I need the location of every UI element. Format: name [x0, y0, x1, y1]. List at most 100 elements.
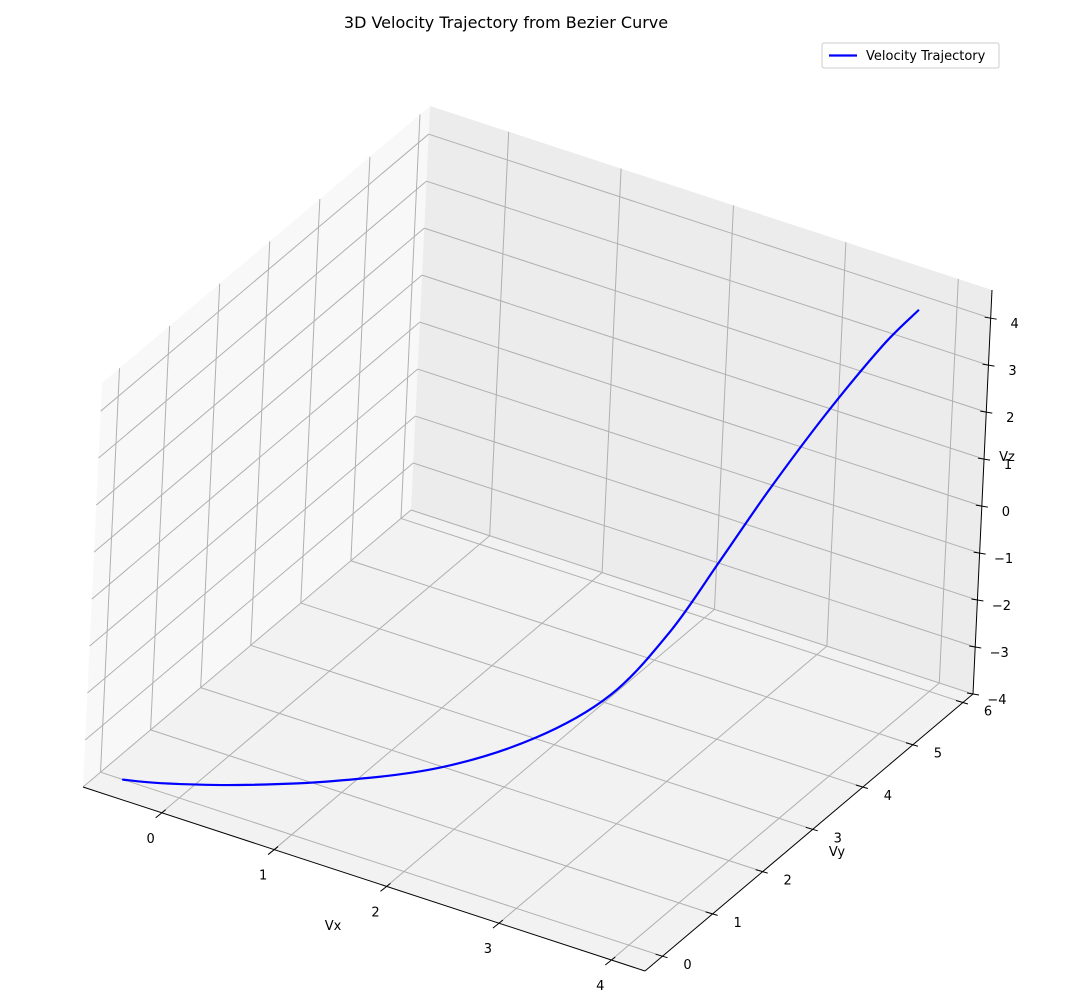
grid-line-z-back	[424, 227, 987, 413]
z-axis-label: Vz	[999, 450, 1015, 465]
z-tick-mark	[966, 692, 980, 696]
grid-line-y-left	[350, 156, 371, 561]
y-tick-label: 0	[683, 958, 691, 973]
grid-line-x-floor	[386, 608, 715, 887]
y-tick-mark	[705, 911, 718, 916]
y-tick-mark	[855, 784, 868, 790]
grid-line-y-left	[250, 241, 271, 646]
x-tick-mark	[604, 956, 616, 966]
y-tick-label: 3	[834, 831, 842, 846]
back-wall-pane	[411, 106, 992, 694]
grid-line-z-back	[413, 462, 976, 648]
grid-line-z-left	[89, 368, 418, 647]
y-tick-label: 6	[984, 704, 992, 719]
y-tick-label: 5	[934, 747, 942, 762]
grid-line-z-back	[421, 274, 985, 460]
grid-line-z-left	[82, 509, 412, 788]
grid-lines	[82, 114, 991, 961]
grid-line-x-floor	[610, 682, 940, 961]
grid-line-z-left	[95, 227, 425, 506]
left-wall-pane	[83, 106, 430, 787]
grid-line-z-left	[84, 462, 414, 741]
z-tick-label: 0	[1002, 505, 1010, 520]
y-tick-label: 4	[884, 789, 892, 804]
z-tick-mark	[973, 551, 986, 555]
grid-line-z-back	[415, 415, 978, 601]
y-tick-mark	[805, 826, 818, 832]
grid-line-z-back	[417, 368, 980, 554]
y-tick-mark	[655, 953, 668, 959]
series-line-0	[121, 309, 920, 787]
y-tick-mark	[905, 742, 919, 747]
grid-line-x-back	[713, 205, 734, 610]
grid-line-z-left	[100, 133, 429, 412]
z-tick-label: −2	[992, 599, 1011, 614]
grid-line-y-left	[200, 283, 221, 688]
z-tick-label: −1	[994, 552, 1013, 567]
axis-ticks: 0 1 2 3 4 0 1 2 3 4 5 6−4 −3 −2 −1 0 1 2 3 4	[147, 316, 1019, 994]
y-tick-label: 2	[784, 874, 792, 889]
z-tick-label: 4	[1011, 317, 1019, 332]
grid-line-x-floor	[161, 535, 491, 814]
x-tick-label: 4	[596, 979, 604, 994]
grid-line-y-floor	[350, 560, 914, 746]
axis-lines	[82, 289, 993, 972]
grid-line-y-floor	[300, 602, 863, 788]
x-tick-mark	[380, 882, 391, 892]
x-tick-label: 0	[147, 832, 155, 847]
y-tick-label: 1	[733, 916, 741, 931]
z-tick-label: 1	[1004, 458, 1012, 473]
grid-line-x-floor	[273, 572, 603, 850]
x-tick-mark	[155, 809, 166, 819]
data-series	[121, 309, 920, 787]
x-tick-label: 1	[259, 869, 267, 884]
chart-title: 3D Velocity Trajectory from Bezier Curve	[344, 13, 668, 32]
grid-line-y-floor	[200, 687, 763, 873]
grid-line-z-back	[428, 133, 991, 319]
z-tick-label: 3	[1008, 364, 1016, 379]
y-tick-mark	[755, 869, 768, 874]
grid-line-y-left	[400, 114, 421, 519]
z-tick-mark	[971, 598, 984, 602]
legend-label: Velocity Trajectory	[866, 49, 986, 64]
z-tick-mark	[982, 363, 995, 367]
legend-box	[821, 42, 1000, 69]
grid-line-x-back	[826, 242, 847, 647]
grid-line-z-left	[87, 415, 416, 694]
grid-line-z-left	[98, 180, 427, 459]
z-tick-mark	[977, 457, 991, 461]
z-tick-mark	[984, 316, 997, 320]
legend: Velocity Trajectory	[821, 42, 1000, 69]
x-tick-label: 3	[484, 942, 492, 957]
z-tick-mark	[969, 645, 982, 649]
x-tick-mark	[492, 919, 504, 929]
y-tick-mark	[955, 699, 969, 705]
grid-line-x-back	[601, 168, 622, 573]
grid-line-x-back	[489, 131, 510, 536]
grid-line-z-left	[93, 274, 423, 553]
grid-line-z-back	[419, 321, 982, 507]
x-axis-label: Vx	[325, 919, 342, 934]
grid-line-z-left	[91, 321, 421, 600]
axis-panes	[83, 106, 992, 971]
grid-line-z-back	[426, 180, 989, 366]
z-axis-line	[972, 289, 993, 695]
grid-line-y-floor	[400, 517, 964, 703]
x-tick-mark	[267, 846, 279, 855]
z-tick-label: −4	[987, 693, 1006, 708]
grid-line-y-left	[300, 199, 321, 604]
z-tick-mark	[980, 410, 993, 414]
y-axis-label: Vy	[829, 845, 846, 860]
grid-line-y-left	[150, 325, 171, 730]
grid-line-y-floor	[150, 729, 713, 915]
grid-line-y-left	[100, 368, 121, 773]
grid-line-x-back	[938, 278, 959, 683]
x-axis-line	[82, 786, 646, 972]
x-tick-label: 2	[371, 905, 379, 920]
z-tick-label: −3	[990, 646, 1009, 661]
y-axis-line	[644, 693, 974, 972]
grid-line-y-floor	[100, 771, 663, 957]
z-tick-label: 2	[1006, 411, 1014, 426]
